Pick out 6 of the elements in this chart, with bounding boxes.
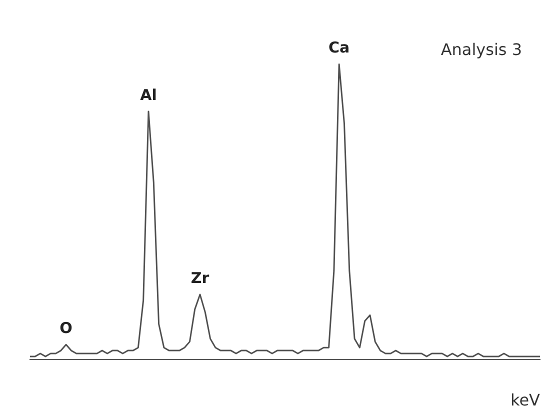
text: Analysis 3 — [440, 40, 522, 59]
annotation: Al — [140, 86, 157, 104]
annotation: O — [60, 319, 72, 338]
annotation: Ca — [328, 38, 350, 57]
x-axis-title: keV — [510, 390, 540, 410]
annotation: Zr — [190, 268, 210, 287]
